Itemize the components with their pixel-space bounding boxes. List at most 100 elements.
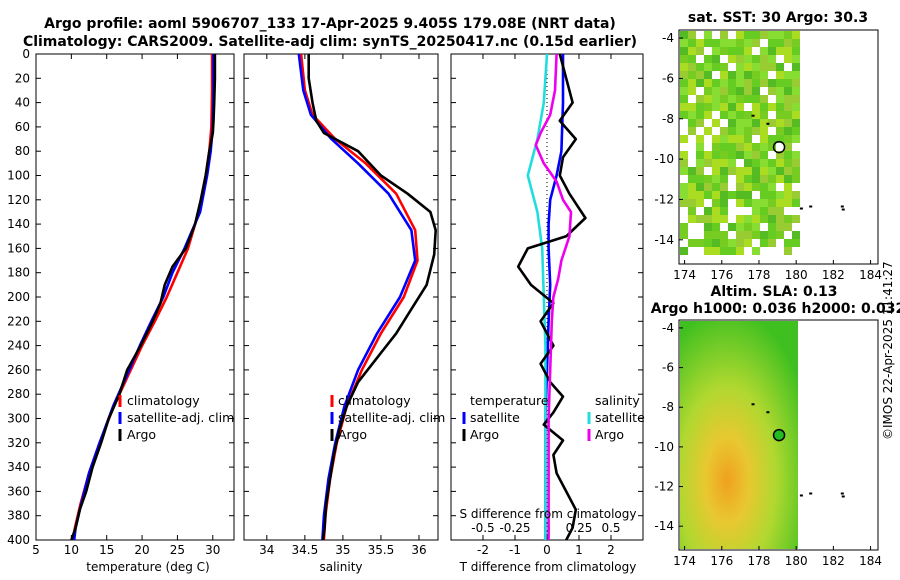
- map-x-tick-label: 182: [822, 554, 845, 568]
- sst-cell: [752, 223, 760, 231]
- map-y-tick-label: -10: [654, 440, 674, 454]
- x-tick-label: 20: [134, 543, 149, 557]
- sst-cell: [736, 79, 744, 87]
- sst-cell: [776, 231, 784, 239]
- sst-cell: [744, 231, 752, 239]
- sst-cell: [776, 63, 784, 71]
- sst-cell: [704, 207, 712, 215]
- sst-cell: [752, 63, 760, 71]
- sst-cell: [720, 111, 728, 119]
- sst-cell: [712, 247, 720, 255]
- sst-cell: [680, 167, 688, 175]
- salinity-panel: 34 34.5 35 35.5 36: [243, 53, 439, 557]
- map-x-tick-label: 174: [673, 268, 696, 282]
- sst-cell: [728, 79, 736, 87]
- sst-cell: [768, 207, 776, 215]
- sst-cell: [760, 119, 768, 127]
- sst-cell: [784, 191, 792, 199]
- sst-cell: [792, 199, 800, 207]
- sst-cell: [760, 159, 768, 167]
- sst-cell: [720, 247, 728, 255]
- sst-cell: [728, 167, 736, 175]
- sst-cell: [680, 71, 688, 79]
- imos-credit: ©IMOS 22-Apr-2025 11:41:27: [881, 261, 895, 440]
- sst-cell: [744, 239, 752, 247]
- sst-cell: [736, 183, 744, 191]
- sst-cell: [768, 239, 776, 247]
- series-line: [307, 54, 438, 541]
- sst-cell: [760, 167, 768, 175]
- y-tick-label: 340: [7, 460, 30, 474]
- sst-cell: [680, 151, 688, 159]
- sst-cell: [744, 47, 752, 55]
- sst-cell: [752, 103, 760, 111]
- sst-cell: [768, 47, 776, 55]
- sst-cell: [736, 239, 744, 247]
- x-tick-label: 0: [543, 543, 551, 557]
- s-diff-xlabel: S difference from climatology: [460, 507, 637, 521]
- sst-cell: [792, 135, 800, 143]
- sst-cell: [720, 95, 728, 103]
- sst-cell: [712, 39, 720, 47]
- sst-cell: [792, 39, 800, 47]
- sst-cell: [784, 167, 792, 175]
- difference-legend: temperature satellite Argo salinity sate…: [462, 393, 645, 442]
- map-y-tick-label: -8: [662, 112, 674, 126]
- sst-cell: [760, 127, 768, 135]
- y-tick-label: 160: [7, 241, 30, 255]
- sst-cell: [744, 71, 752, 79]
- sst-map-title: sat. SST: 30 Argo: 30.3: [688, 10, 868, 26]
- map-x-tick-label: 184: [859, 554, 882, 568]
- sst-cell: [768, 215, 776, 223]
- map-x-tick-label: 178: [748, 554, 771, 568]
- sst-cell: [784, 127, 792, 135]
- sst-cell: [744, 135, 752, 143]
- sst-cell: [712, 79, 720, 87]
- t-diff-xlabel: T difference from climatology: [459, 560, 637, 574]
- sst-cell: [768, 63, 776, 71]
- sst-cell: [712, 135, 720, 143]
- sst-cell: [792, 31, 800, 39]
- sst-cell: [784, 143, 792, 151]
- sst-cell: [792, 111, 800, 119]
- x-tick-label: 34: [259, 543, 274, 557]
- sst-cell: [704, 159, 712, 167]
- sst-cell: [704, 31, 712, 39]
- sst-cell: [744, 55, 752, 63]
- sst-cell: [784, 111, 792, 119]
- sst-cell: [720, 239, 728, 247]
- island: [840, 205, 844, 208]
- sst-cell: [680, 55, 688, 63]
- sst-cell: [704, 223, 712, 231]
- sst-cell: [784, 239, 792, 247]
- y-tick-label: 0: [22, 47, 30, 61]
- sst-cell: [768, 191, 776, 199]
- title-line-2: Climatology: CARS2009. Satellite-adj cli…: [23, 34, 637, 50]
- sst-cell: [792, 103, 800, 111]
- sst-cell: [704, 71, 712, 79]
- sst-cell: [792, 127, 800, 135]
- y-tick-label: 240: [7, 339, 30, 353]
- sst-cell: [696, 71, 704, 79]
- sst-cell: [688, 87, 696, 95]
- sst-cell: [752, 143, 760, 151]
- sst-cell: [792, 167, 800, 175]
- sst-cell: [736, 39, 744, 47]
- sst-cell: [704, 183, 712, 191]
- island: [751, 114, 755, 117]
- temperature-panel: 5 10 15 20 25 3002040608010012014016018020022…: [7, 47, 235, 557]
- sst-cell: [784, 31, 792, 39]
- sst-cell: [704, 175, 712, 183]
- sst-cell: [760, 103, 768, 111]
- sst-cell: [688, 191, 696, 199]
- series-line: [72, 54, 215, 541]
- sst-cell: [728, 127, 736, 135]
- s-tick-label: -0.5: [471, 521, 494, 535]
- map-x-tick-label: 176: [710, 268, 733, 282]
- sst-cell: [696, 191, 704, 199]
- island: [809, 205, 813, 208]
- map-y-tick-label: -14: [654, 233, 674, 247]
- sst-cell: [720, 231, 728, 239]
- sst-cell: [752, 71, 760, 79]
- sst-cell: [792, 215, 800, 223]
